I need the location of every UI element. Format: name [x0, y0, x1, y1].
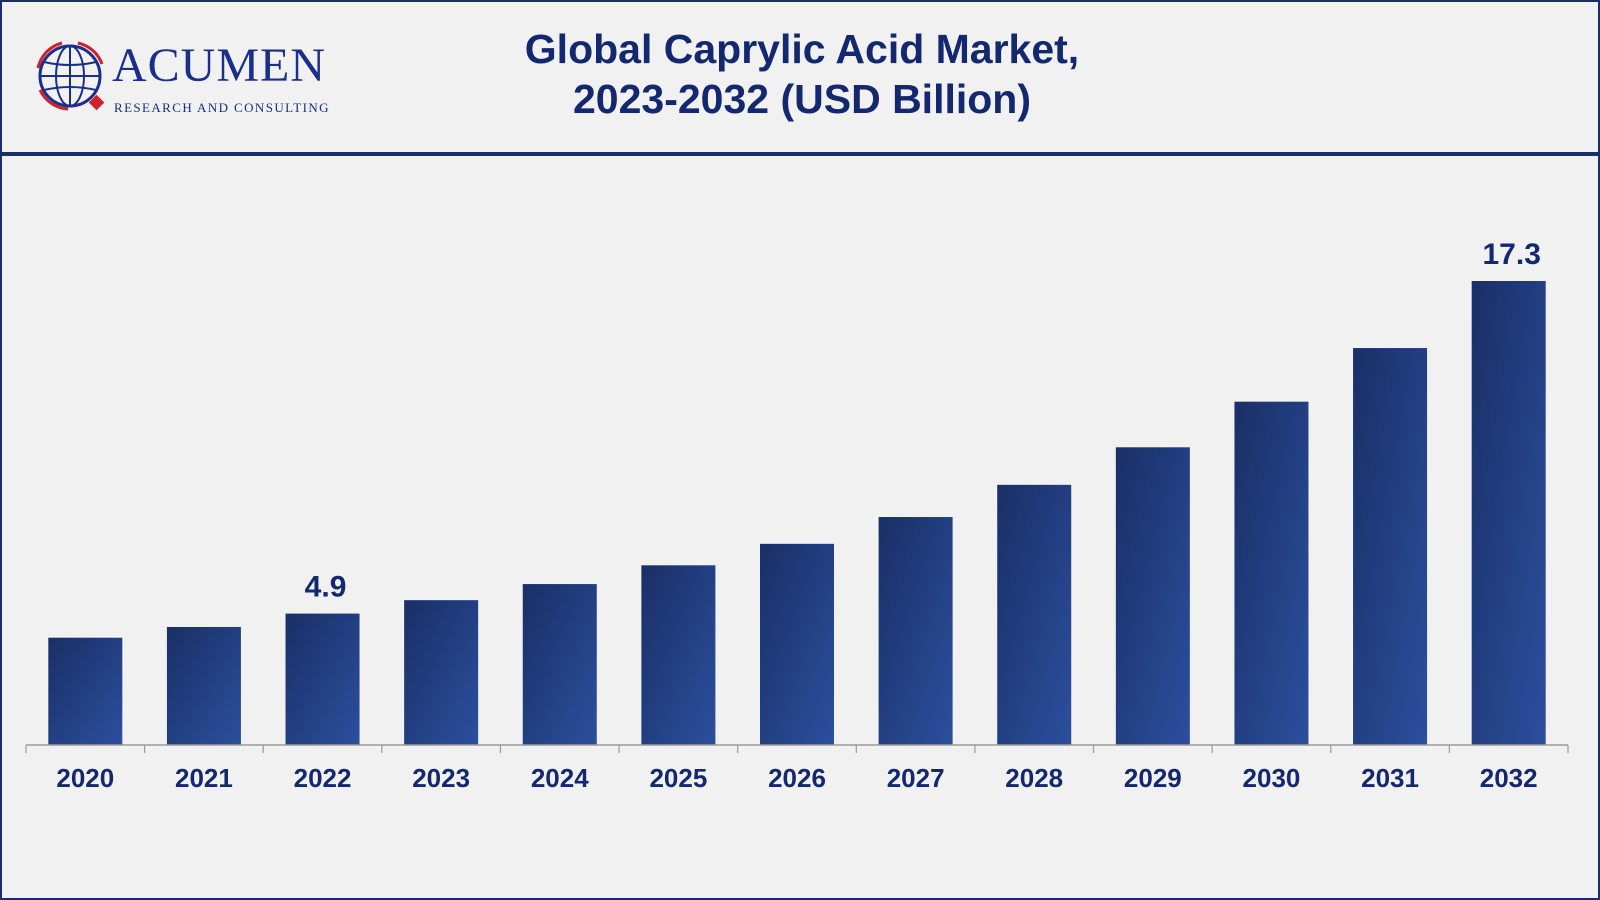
x-tick-label-2021: 2021 — [175, 763, 233, 793]
bar-2026 — [760, 543, 834, 745]
bar-2020 — [48, 637, 123, 745]
bars-group — [48, 281, 1546, 745]
bar-2021 — [166, 626, 241, 745]
data-label-2022: 4.9 — [305, 571, 347, 604]
data-label-2032: 17.3 — [1482, 238, 1540, 271]
x-tick-label-2028: 2028 — [1005, 763, 1063, 793]
x-tick-label-2032: 2032 — [1480, 763, 1538, 793]
brand-tagline: RESEARCH AND CONSULTING — [114, 100, 330, 115]
bar-2031 — [1353, 348, 1428, 745]
x-tick-label-2023: 2023 — [412, 763, 470, 793]
bar-2023 — [404, 600, 479, 745]
data-labels: 4.9 17.3 — [305, 238, 1541, 604]
bar-2024 — [522, 584, 597, 745]
chart-title-line-1: Global Caprylic Acid Market, — [524, 26, 1080, 72]
bar-2032 — [1471, 281, 1546, 745]
x-tick-label-2027: 2027 — [887, 763, 945, 793]
bar-2022 — [285, 613, 360, 745]
x-tick-label-2025: 2025 — [649, 763, 707, 793]
brand-name: ACUMEN — [112, 39, 327, 92]
x-tick-label-2022: 2022 — [294, 763, 352, 793]
bar-2027 — [878, 517, 953, 745]
x-tick-label-2020: 2020 — [56, 763, 114, 793]
x-axis — [25, 744, 1569, 753]
globe-logo-icon — [36, 41, 105, 111]
chart-title-line-2: 2023-2032 (USD Billion) — [573, 76, 1031, 122]
x-tick-labels: 2020 2021 2022 2023 2024 2025 2026 2027 2028 2029… — [56, 763, 1537, 793]
bar-2030 — [1234, 401, 1309, 745]
x-tick-label-2029: 2029 — [1124, 763, 1182, 793]
bar-2025 — [641, 565, 716, 745]
x-tick-label-2024: 2024 — [531, 763, 589, 793]
bar-2028 — [997, 484, 1072, 745]
chart-title: Global Caprylic Acid Market, 2023-2032 (… — [392, 24, 1212, 124]
bar-2029 — [1115, 447, 1190, 745]
x-tick-label-2030: 2030 — [1243, 763, 1301, 793]
x-tick-label-2026: 2026 — [768, 763, 826, 793]
brand-logo: ACUMEN RESEARCH AND CONSULTING — [32, 38, 362, 118]
x-tick-label-2031: 2031 — [1361, 763, 1419, 793]
header: ACUMEN RESEARCH AND CONSULTING Global Ca… — [2, 2, 1598, 156]
